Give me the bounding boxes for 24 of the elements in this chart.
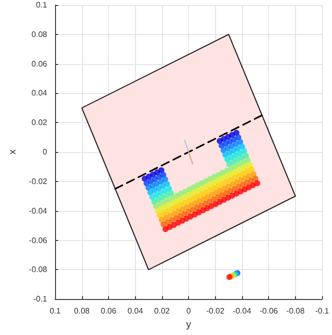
x-tick-label: -0.02 xyxy=(206,306,225,316)
y-tick-label: 0.02 xyxy=(32,118,48,128)
x-axis-title: y xyxy=(186,320,192,330)
y-tick-label: 0 xyxy=(42,148,48,157)
y-tick-label: 0.1 xyxy=(36,0,48,10)
y-tick-label: -0.02 xyxy=(28,176,48,186)
y-tick-label: 0.06 xyxy=(32,59,48,68)
x-tick-label: -0.1 xyxy=(315,306,330,316)
x-tick-label: -0.08 xyxy=(286,306,306,316)
x-tick-label: 0 xyxy=(186,306,192,316)
y-tick-label: -0.04 xyxy=(28,206,48,216)
x-tick-label: 0.02 xyxy=(154,306,170,316)
y-axis-title: x xyxy=(8,150,18,155)
y-tick-label: 0.08 xyxy=(32,30,48,39)
y-tick-label: -0.08 xyxy=(28,265,48,274)
x-tick-label: -0.04 xyxy=(232,306,252,316)
y-tick-label: 0.04 xyxy=(32,88,48,98)
x-tick-label: -0.06 xyxy=(260,306,278,316)
y-tick-label: -0.06 xyxy=(28,236,48,245)
x-tick-label: 0.06 xyxy=(100,306,117,316)
x-tick-label: 0.1 xyxy=(50,306,62,316)
y-tick-label: -0.1 xyxy=(33,294,48,304)
x-tick-label: 0.04 xyxy=(127,306,144,316)
x-tick-label: 0.08 xyxy=(74,306,90,316)
